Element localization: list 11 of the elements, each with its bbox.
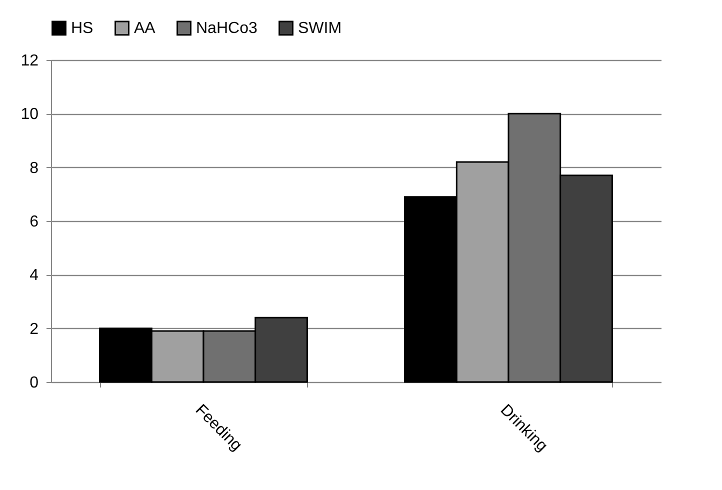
y-tick-label: 10 — [20, 106, 39, 124]
y-tick-label: 6 — [30, 214, 39, 230]
legend-label: AA — [134, 20, 156, 38]
y-tick-label: 0 — [30, 374, 39, 392]
legend-label: HS — [71, 20, 94, 38]
y-tick-label: 2 — [30, 320, 39, 338]
y-tick-label: 12 — [20, 52, 39, 70]
legend-label: SWIM — [298, 20, 342, 38]
y-tick-label: 8 — [30, 160, 39, 177]
y-tick-label: 4 — [30, 267, 39, 284]
legend-label: NaHCo3 — [196, 20, 258, 38]
